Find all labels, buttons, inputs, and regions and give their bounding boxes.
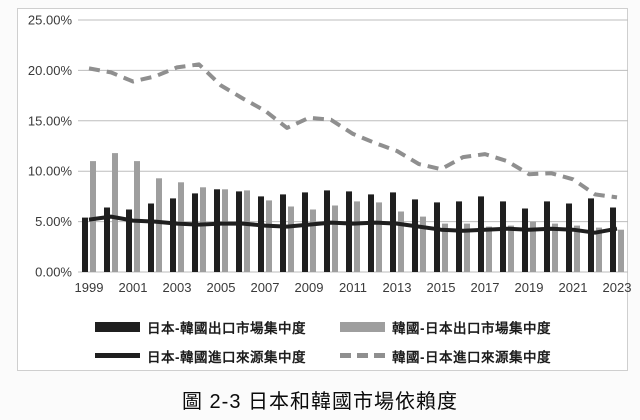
bar-japan-korea-export-2003 [170, 198, 176, 272]
bar-japan-korea-export-2012 [368, 194, 374, 272]
bar-japan-korea-export-1999 [82, 217, 88, 272]
legend-label-japan-korea-export: 日本-韓國出口市場集中度 [147, 320, 306, 336]
bar-japan-korea-export-2023 [610, 207, 616, 272]
y-tick-label: 20.00% [28, 63, 73, 78]
x-tick-label: 2011 [339, 280, 367, 295]
bar-japan-korea-export-2022 [588, 198, 594, 272]
y-tick-label: 10.00% [28, 164, 73, 179]
bar-japan-korea-export-2009 [302, 192, 308, 272]
bar-japan-korea-export-2019 [522, 208, 528, 272]
figure-caption: 圖 2-3 日本和韓國市場依賴度 [181, 391, 459, 413]
bar-japan-korea-export-2004 [192, 193, 198, 272]
bar-korea-japan-export-2022 [596, 227, 602, 272]
bar-japan-korea-export-2002 [148, 203, 154, 272]
bar-korea-japan-export-2019 [530, 221, 536, 272]
bar-korea-japan-export-2023 [618, 229, 624, 272]
bar-korea-japan-export-2007 [266, 200, 272, 272]
combo-chart: 0.00% 5.00% 10.00% 15.00% 20.00% 25.00% 1999 20… [28, 13, 632, 296]
dashed-line-swatch-icon [340, 353, 385, 358]
bar-korea-japan-export-1999 [90, 161, 96, 272]
x-tick-label: 1999 [75, 280, 104, 295]
bar-japan-korea-export-2000 [104, 207, 110, 272]
y-tick-label: 0.00% [35, 265, 72, 280]
bar-japan-korea-export-2020 [544, 201, 550, 272]
bar-korea-japan-export-2000 [112, 153, 118, 272]
bar-japan-korea-export-2010 [324, 190, 330, 272]
x-tick-label: 2019 [515, 280, 544, 295]
x-tick-label: 2015 [427, 280, 456, 295]
bar-korea-japan-export-2006 [244, 190, 250, 272]
bar-korea-japan-export-2016 [464, 223, 470, 272]
dark-bar-swatch-icon [95, 321, 140, 332]
x-tick-label: 2021 [559, 280, 588, 295]
x-tick-label: 2023 [603, 280, 632, 295]
bar-korea-japan-export-2001 [134, 161, 140, 272]
chart-frame [17, 8, 628, 371]
legend-item-japan-korea-export: 日本-韓國出口市場集中度 [95, 317, 306, 337]
bar-japan-korea-export-2005 [214, 189, 220, 272]
x-tick-label: 2009 [295, 280, 324, 295]
legend-row-1: 日本-韓國出口市場集中度 韓國-日本出口市場集中度 [17, 314, 629, 339]
bar-japan-korea-export-2015 [434, 202, 440, 272]
bar-japan-korea-export-2001 [126, 209, 132, 272]
bar-korea-japan-export-2002 [156, 178, 162, 272]
gray-bar-swatch-icon [340, 321, 385, 332]
x-tick-label: 2001 [119, 280, 148, 295]
legend-item-korea-japan-export: 韓國-日本出口市場集中度 [340, 317, 551, 337]
bar-korea-japan-export-2017 [486, 226, 492, 272]
y-tick-label: 5.00% [35, 214, 72, 229]
bar-japan-korea-export-2016 [456, 201, 462, 272]
bar-korea-japan-export-2011 [354, 201, 360, 272]
bar-japan-korea-export-2014 [412, 199, 418, 272]
x-tick-label: 2017 [471, 280, 500, 295]
legend-row-2: 日本-韓國進口來源集中度 韓國-日本進口來源集中度 [17, 343, 629, 368]
bar-korea-japan-export-2005 [222, 189, 228, 272]
bar-korea-japan-export-2015 [442, 223, 448, 272]
x-tick-label: 2013 [383, 280, 412, 295]
bar-korea-japan-export-2004 [200, 187, 206, 272]
bar-japan-korea-export-2007 [258, 196, 264, 272]
x-tick-label: 2007 [251, 280, 280, 295]
legend-item-japan-korea-import: 日本-韓國進口來源集中度 [95, 346, 306, 366]
bar-korea-japan-export-2009 [310, 209, 316, 272]
bar-korea-japan-export-2020 [552, 223, 558, 272]
legend-label-korea-japan-export: 韓國-日本出口市場集中度 [392, 320, 551, 336]
bar-korea-japan-export-2013 [398, 211, 404, 272]
bar-japan-korea-export-2006 [236, 191, 242, 272]
bar-japan-korea-export-2011 [346, 191, 352, 272]
bar-korea-japan-export-2003 [178, 182, 184, 272]
bar-korea-japan-export-2008 [288, 206, 294, 272]
bar-korea-japan-export-2012 [376, 202, 382, 272]
bar-japan-korea-export-2021 [566, 203, 572, 272]
bar-korea-japan-export-2010 [332, 205, 338, 272]
solid-line-swatch-icon [95, 353, 140, 358]
dashed-line-korea-japan-import [88, 62, 618, 200]
x-tick-label: 2005 [207, 280, 236, 295]
y-tick-label: 25.00% [28, 13, 73, 28]
bar-korea-japan-export-2014 [420, 216, 426, 272]
bar-japan-korea-export-2018 [500, 201, 506, 272]
x-tick-label: 2003 [163, 280, 192, 295]
solid-line-japan-korea-import [88, 214, 618, 235]
legend-label-japan-korea-import: 日本-韓國進口來源集中度 [147, 349, 306, 365]
legend-label-korea-japan-import: 韓國-日本進口來源集中度 [392, 349, 551, 365]
bar-japan-korea-export-2013 [390, 192, 396, 272]
y-tick-label: 15.00% [28, 113, 73, 128]
bar-japan-korea-export-2008 [280, 194, 286, 272]
legend: 日本-韓國出口市場集中度 韓國-日本出口市場集中度 日本-韓國進口來源集中度 韓… [17, 314, 629, 368]
bar-korea-japan-export-2018 [508, 225, 514, 272]
bar-japan-korea-export-2017 [478, 196, 484, 272]
bar-korea-japan-export-2021 [574, 225, 580, 272]
legend-item-korea-japan-import: 韓國-日本進口來源集中度 [340, 346, 551, 366]
